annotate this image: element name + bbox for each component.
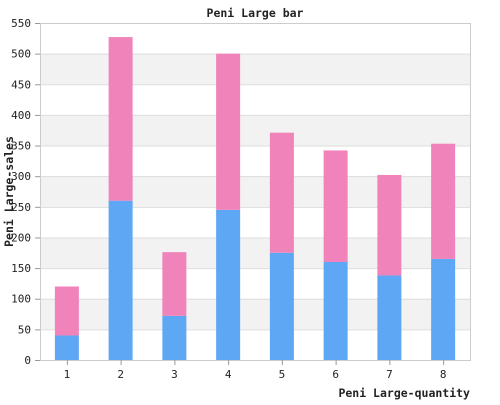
- bar-segment: [162, 252, 187, 316]
- bar-segment: [108, 37, 133, 201]
- bar-segment: [431, 258, 456, 360]
- bars-group: [54, 37, 456, 360]
- bar-segment: [216, 209, 241, 360]
- bar-segment: [54, 286, 79, 336]
- x-tick-label: 5: [279, 368, 286, 381]
- x-tick-label: 2: [117, 368, 124, 381]
- grid-band: [40, 237, 470, 269]
- x-tick-label: 1: [64, 368, 71, 381]
- x-axis-title: Peni Large-quantity: [338, 386, 470, 400]
- y-tick-label: 0: [24, 354, 31, 367]
- chart-title: Peni Large bar: [207, 6, 304, 20]
- x-tick-label: 8: [440, 368, 447, 381]
- bar-segment: [54, 335, 79, 360]
- y-tick-label: 350: [11, 140, 31, 153]
- y-tick-label: 550: [11, 17, 31, 30]
- bar-segment: [377, 275, 402, 360]
- grid-band: [40, 114, 470, 146]
- x-axis-ticks: 1 2 3 4 5 6 7 8: [64, 360, 447, 381]
- y-tick-label: 150: [11, 262, 31, 275]
- bar-segment: [269, 132, 294, 253]
- grid-band: [40, 53, 470, 85]
- bar-segment: [431, 143, 456, 259]
- y-tick-label: 400: [11, 109, 31, 122]
- y-tick-label: 100: [11, 293, 31, 306]
- grid-band: [40, 176, 470, 207]
- bar-segment: [108, 200, 133, 360]
- x-tick-label: 3: [171, 368, 178, 381]
- y-tick-label: 200: [11, 231, 31, 244]
- y-tick-label: 300: [11, 170, 31, 183]
- bar-segment: [162, 315, 187, 360]
- y-axis-ticks: 0 50 100 150 200 250 300 350 400 450 500 550: [11, 17, 40, 367]
- bar-segment: [377, 174, 402, 276]
- y-axis-title: Peni Large-sales: [2, 136, 16, 247]
- bar-segment: [269, 252, 294, 360]
- y-tick-label: 450: [11, 78, 31, 91]
- x-tick-label: 4: [225, 368, 232, 381]
- y-tick-label: 500: [11, 48, 31, 61]
- bar-segment: [216, 53, 241, 210]
- bar-segment: [323, 150, 348, 262]
- x-tick-label: 6: [332, 368, 339, 381]
- grid-band: [40, 298, 470, 330]
- x-tick-label: 7: [386, 368, 393, 381]
- grid-bands: [40, 53, 470, 330]
- y-tick-label: 50: [18, 323, 31, 336]
- plot-frame: [40, 23, 471, 361]
- bar-segment: [323, 261, 348, 360]
- y-tick-label: 250: [11, 201, 31, 214]
